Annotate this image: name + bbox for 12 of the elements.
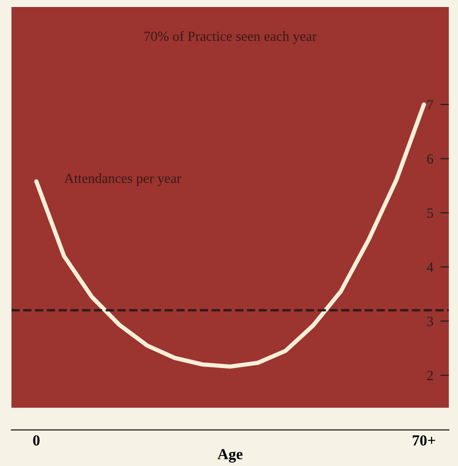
y-tick-label: 2 [427,370,433,380]
y-tick-label: 5 [427,208,434,218]
x-tick-label: 70+ [412,435,436,446]
series-label: Attendances per year [64,173,182,186]
y-tick-label: 6 [427,154,434,164]
y-tick-label: 3 [427,316,434,326]
x-axis-title: Age [218,449,242,463]
y-tick-label: 4 [426,262,434,272]
x-tick-label: 0 [33,435,40,446]
y-tick-label: 7 [428,100,434,110]
annotation: 70% of Practice seen each year [144,31,317,44]
line-series [34,102,426,369]
